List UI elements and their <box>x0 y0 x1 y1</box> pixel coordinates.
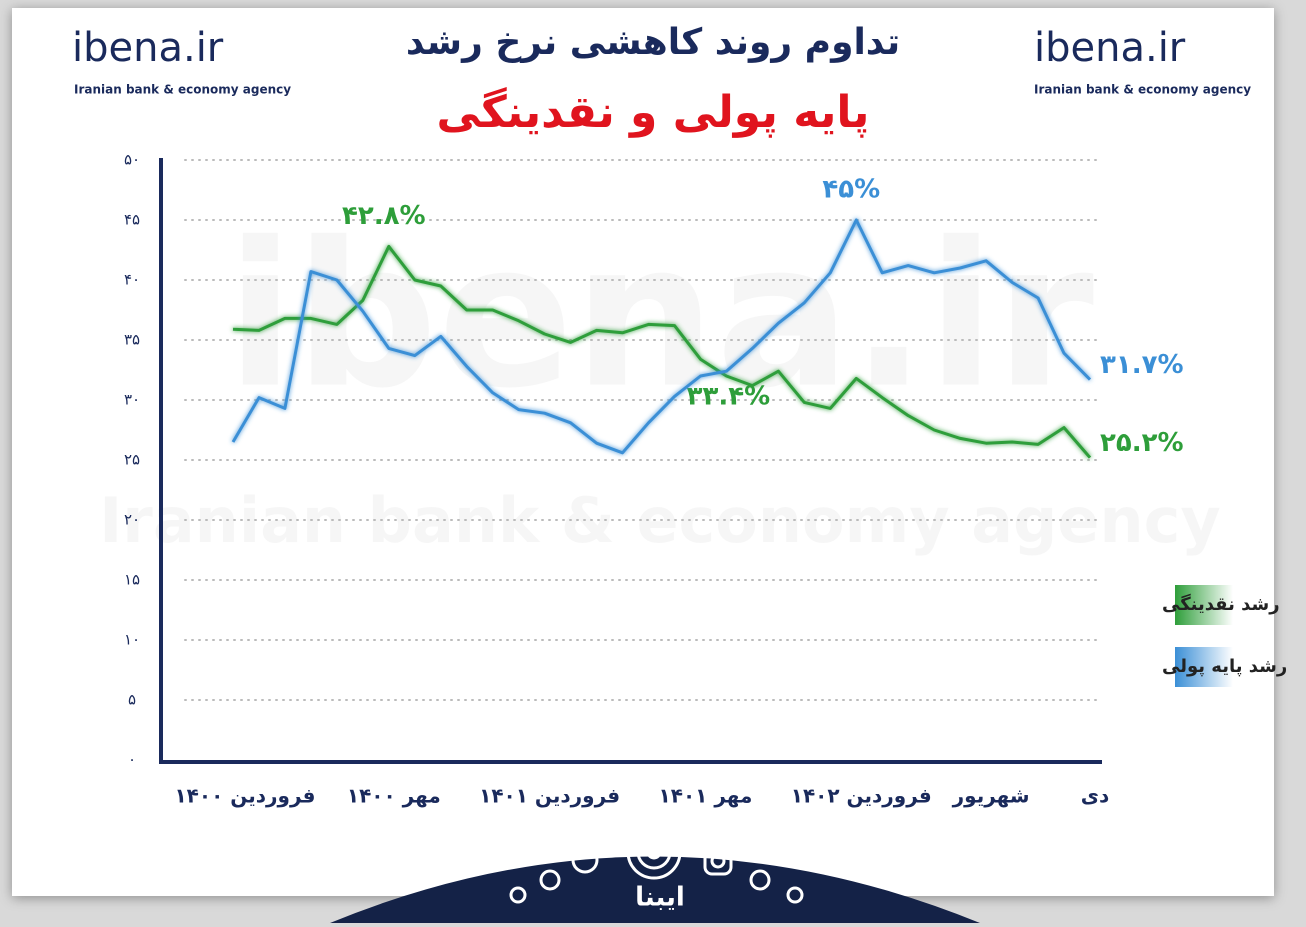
y-tick-label: ۲۵ <box>124 451 140 469</box>
legend-swatch <box>1175 585 1233 625</box>
data-label: ۴۵% <box>822 175 880 205</box>
data-label: ۳۱.۷% <box>1100 350 1184 380</box>
y-tick-label: ۳۵ <box>124 331 140 349</box>
y-tick-label: ۱۰ <box>124 631 140 649</box>
y-tick-label: ۵ <box>128 691 136 709</box>
footer-brand: ایبنا <box>635 883 685 913</box>
x-tick-label: شهریور <box>952 784 1030 808</box>
legend-label: رشد پایه پولی <box>1162 656 1287 677</box>
x-tick-label: مهر ۱۴۰۱ <box>659 784 753 808</box>
card <box>12 8 1274 896</box>
series-line <box>232 244 1092 459</box>
x-tick-label: مهر ۱۴۰۰ <box>347 784 441 808</box>
footer-band <box>330 856 980 923</box>
x-tick-label: دی <box>1081 784 1110 808</box>
y-tick-label: ۱۵ <box>124 571 140 589</box>
logo-tagline: Iranian bank & economy agency <box>74 83 291 97</box>
y-tick-label: ۳۰ <box>124 391 140 409</box>
data-label: ۲۵.۲% <box>1100 428 1184 458</box>
watermark: ibena.ir <box>226 200 1094 433</box>
logo: ibena.ir <box>1034 25 1186 71</box>
y-tick-label: ۰ <box>128 751 136 769</box>
legend-swatch <box>1175 647 1233 687</box>
logo-tagline: Iranian bank & economy agency <box>1034 83 1251 97</box>
logo: ibena.ir <box>72 25 224 71</box>
series-line <box>231 218 1092 455</box>
chart-title: تداوم روند کاهشی نرخ رشد <box>406 22 900 63</box>
legend-label: رشد نقدینگی <box>1162 593 1280 615</box>
x-tick-label: فروردین ۱۴۰۰ <box>174 784 315 808</box>
y-tick-label: ۴۰ <box>124 271 140 289</box>
y-tick-label: ۵۰ <box>124 151 140 169</box>
y-tick-label: ۲۰ <box>124 511 140 529</box>
x-tick-label: فروردین ۱۴۰۱ <box>479 784 620 808</box>
y-tick-label: ۴۵ <box>124 211 140 229</box>
data-label: ۴۲.۸% <box>342 201 426 231</box>
chart-subtitle: پایه پولی و نقدینگی <box>437 86 870 138</box>
data-label: ۳۳.۴% <box>687 382 771 412</box>
footer-icons <box>509 824 804 904</box>
x-tick-label: فروردین ۱۴۰۲ <box>791 784 932 808</box>
